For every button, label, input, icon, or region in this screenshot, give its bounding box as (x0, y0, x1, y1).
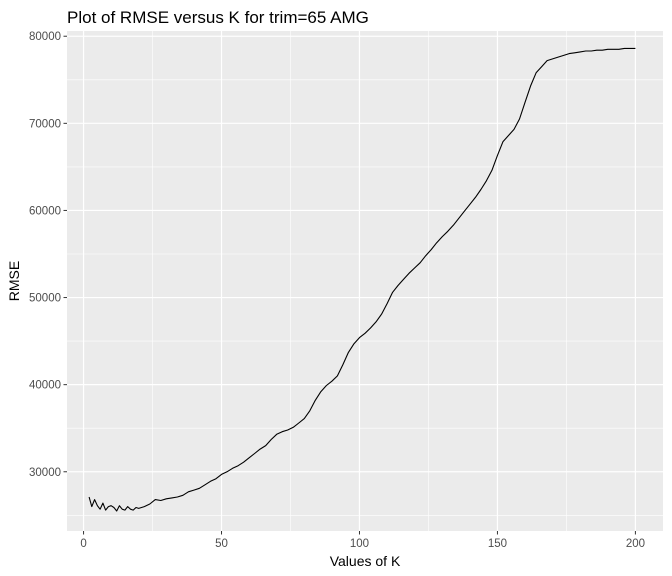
chart-title: Plot of RMSE versus K for trim=65 AMG (67, 8, 369, 27)
rmse-series-line (88, 47, 636, 512)
x-axis: 0 50 100 150 200 (80, 531, 645, 550)
y-tick-label: 80000 (29, 31, 61, 43)
x-tick-label: 0 (80, 538, 86, 550)
x-tick-label: 50 (215, 538, 228, 550)
x-tick-label: 100 (350, 538, 369, 550)
major-gridlines (67, 31, 663, 531)
x-axis-title: Values of K (330, 553, 401, 569)
plot-panel (67, 31, 663, 531)
y-tick-label: 50000 (29, 293, 61, 305)
y-axis-title: RMSE (6, 261, 22, 301)
y-tick-label: 60000 (29, 205, 61, 217)
y-axis: 30000 40000 50000 60000 70000 80000 (29, 31, 67, 479)
minor-gridlines (67, 31, 663, 531)
x-tick-label: 150 (488, 538, 507, 550)
y-tick-label: 30000 (29, 467, 61, 479)
y-tick-label: 70000 (29, 118, 61, 130)
x-tick-label: 200 (626, 538, 645, 550)
y-tick-label: 40000 (29, 380, 61, 392)
